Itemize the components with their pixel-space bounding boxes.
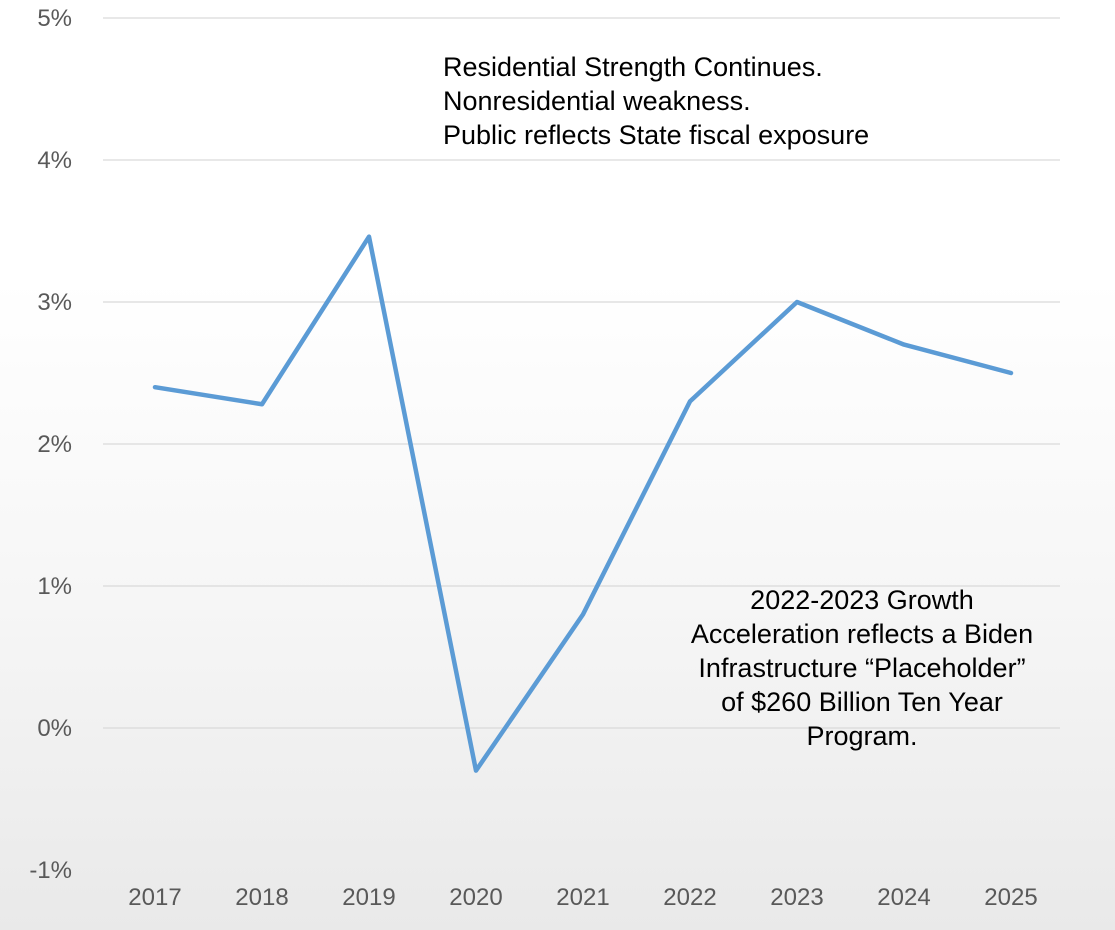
series-line-0 <box>152 234 1014 773</box>
annotation-bottom-line-4: of $260 Billion Ten Year <box>721 687 1003 717</box>
annotation-bottom-line-1: 2022-2023 Growth <box>750 585 974 615</box>
y-tick-label: 3% <box>37 289 72 316</box>
annotation-top-line-1: Residential Strength Continues. <box>443 52 823 82</box>
x-tick-label: 2017 <box>128 884 181 911</box>
x-tick-label: 2019 <box>342 884 395 911</box>
x-tick-label: 2021 <box>556 884 609 911</box>
x-axis-tick-labels: 2017 2018 2019 2020 2021 2022 2023 2024 2025 <box>128 884 1037 911</box>
annotation-bottom-line-5: Program. <box>806 721 918 751</box>
y-tick-label: 0% <box>37 715 72 742</box>
y-tick-label: 5% <box>37 5 72 32</box>
y-axis-tick-labels: -1% 0% 1% 2% 3% 4% 5% <box>29 5 72 884</box>
annotation-bottom-line-3: Infrastructure “Placeholder” <box>698 653 1026 683</box>
x-tick-label: 2022 <box>663 884 716 911</box>
x-tick-label: 2023 <box>770 884 823 911</box>
annotation-bottom-line-2: Acceleration reflects a Biden <box>690 619 1034 649</box>
y-tick-label: 2% <box>37 431 72 458</box>
x-tick-label: 2025 <box>984 884 1037 911</box>
annotation-top-line-2: Nonresidential weakness. <box>443 86 751 116</box>
y-tick-label: 1% <box>37 573 72 600</box>
annotation-top: Residential Strength Continues. Nonresid… <box>443 50 869 152</box>
x-tick-label: 2024 <box>877 884 930 911</box>
gridlines <box>103 17 1060 729</box>
x-tick-label: 2020 <box>449 884 502 911</box>
series-layer <box>152 234 1014 773</box>
y-tick-label: -1% <box>29 857 72 884</box>
y-tick-label: 4% <box>37 147 72 174</box>
annotation-top-line-3: Public reflects State fiscal exposure <box>443 120 870 150</box>
x-tick-label: 2018 <box>235 884 288 911</box>
annotation-bottom: 2022-2023 Growth Acceleration reflects a… <box>612 583 1112 753</box>
